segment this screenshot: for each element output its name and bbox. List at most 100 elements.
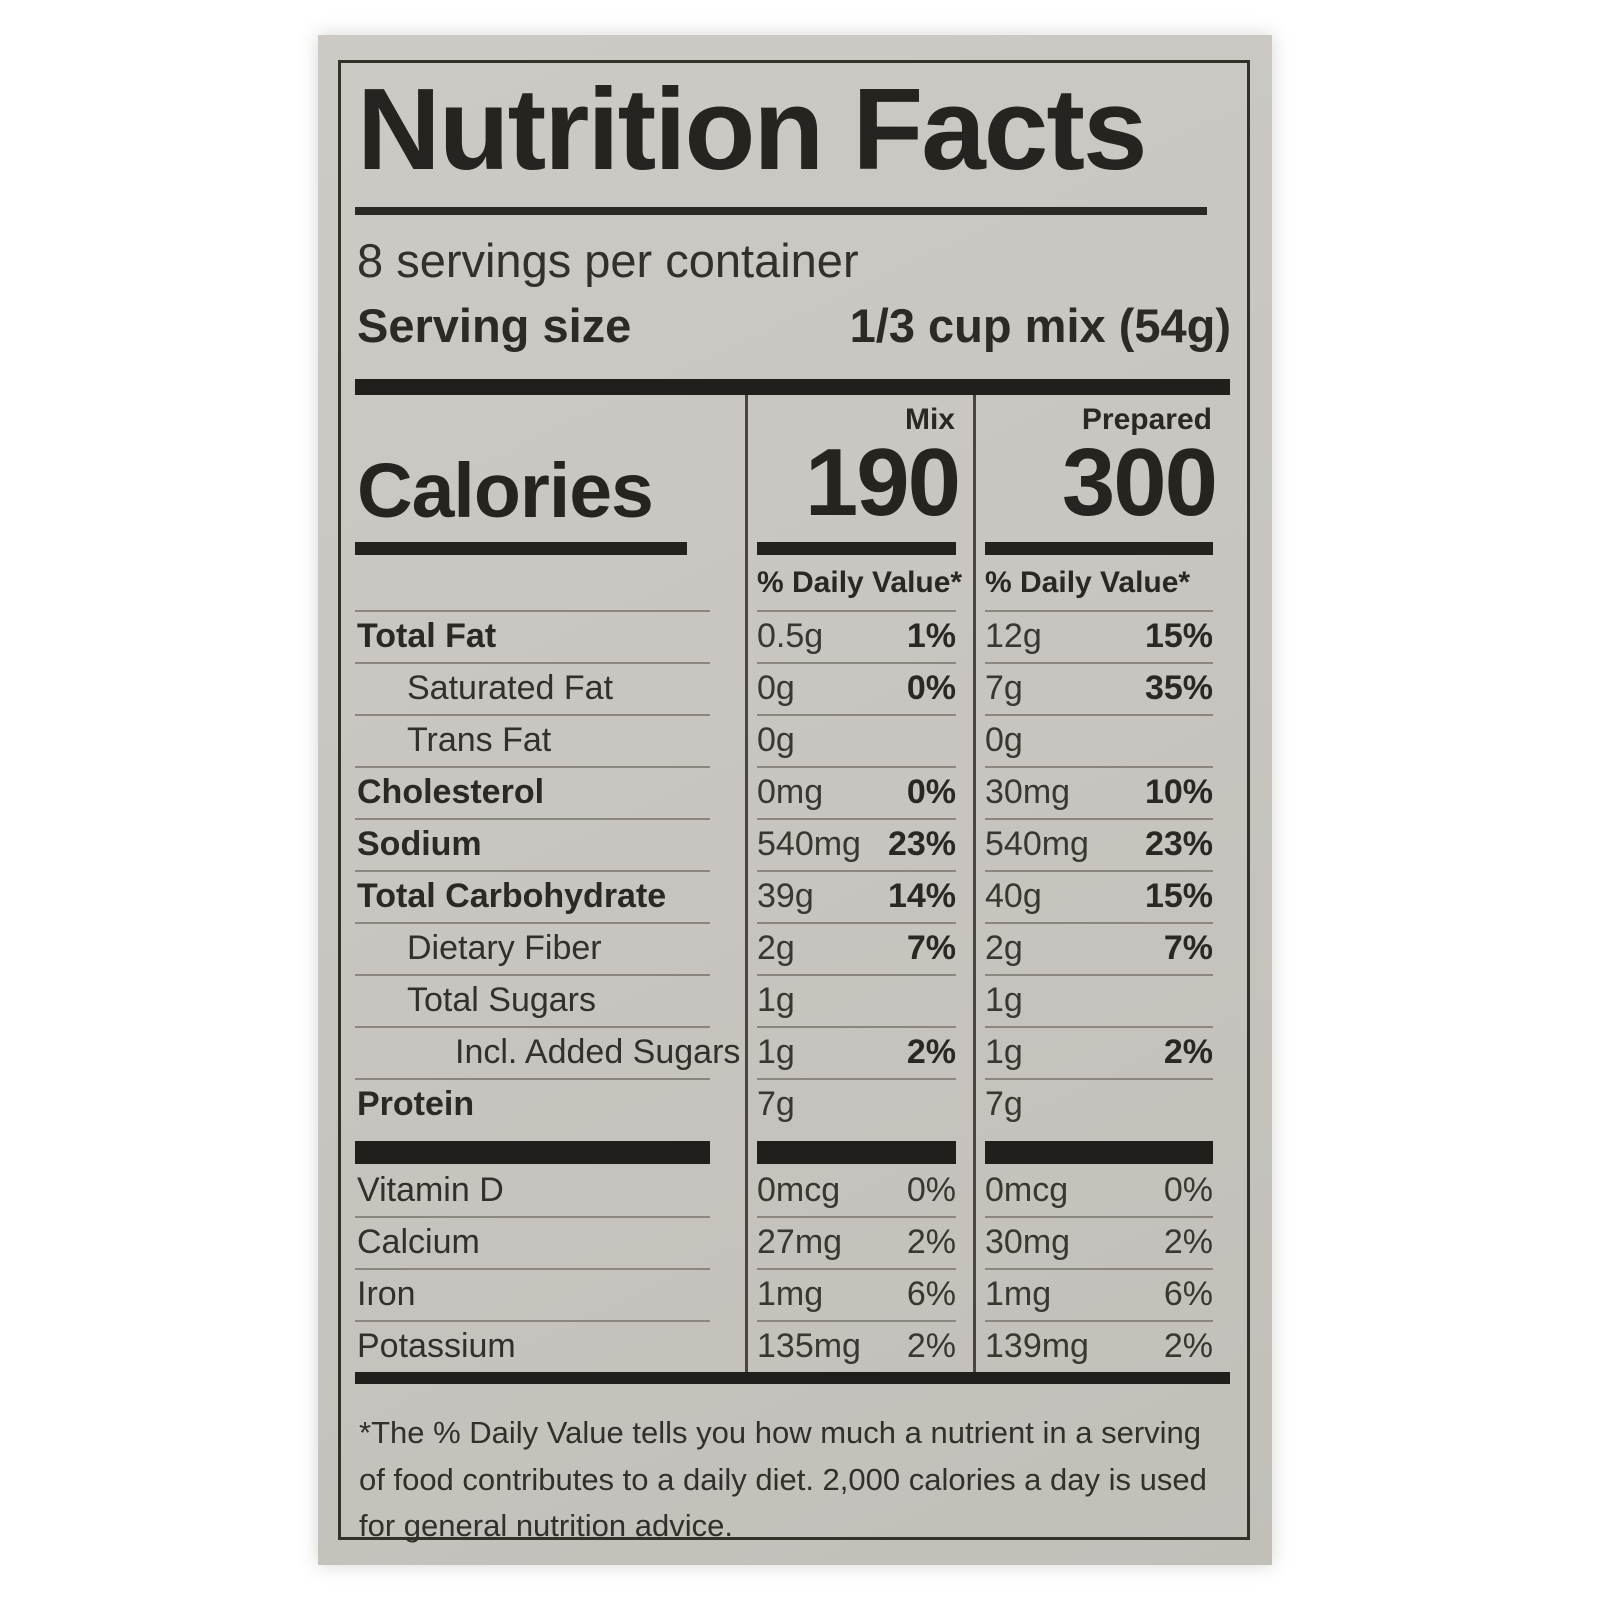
mix-amount: 0g <box>757 720 795 759</box>
prepared-daily-value: 2% <box>1163 1032 1213 1071</box>
prepared-daily-value: 0% <box>1163 1170 1213 1209</box>
prepared-values: 540mg 23% <box>973 818 1230 870</box>
prepared-values: 2g 7% <box>973 922 1230 974</box>
mix-column-header: Mix <box>904 403 955 436</box>
mix-values: 7g <box>745 1078 973 1130</box>
mix-amount: 39g <box>757 876 814 915</box>
prepared-daily-value: 10% <box>1144 772 1213 811</box>
nutrient-name-added-sugars: Incl. Added Sugars <box>355 1026 745 1078</box>
mix-amount: 135mg <box>757 1326 861 1365</box>
prepared-values: 7g 35% <box>973 662 1230 714</box>
prepared-amount: 1mg <box>985 1274 1052 1313</box>
nutrient-name-trans-fat: Trans Fat <box>355 714 745 766</box>
prepared-amount: 30mg <box>985 1222 1071 1261</box>
daily-value-footnote: *The % Daily Value tells you how much a … <box>355 1410 1233 1550</box>
label-title: Nutrition Facts <box>357 64 1147 194</box>
mix-calories-section: Mix 190 <box>745 395 973 555</box>
prepared-daily-value: 35% <box>1144 668 1213 707</box>
nutrient-name-potassium: Potassium <box>355 1320 745 1372</box>
calories-underline <box>355 542 687 555</box>
label-border-frame: Nutrition Facts 8 servings per container… <box>338 60 1250 1543</box>
mix-values: 2g 7% <box>745 922 973 974</box>
mix-daily-value: 2% <box>906 1222 956 1261</box>
prepared-amount: 40g <box>985 876 1042 915</box>
prepared-amount: 12g <box>985 616 1042 655</box>
mix-daily-value-header: % Daily Value* <box>757 565 963 599</box>
spacer-cell <box>355 555 745 610</box>
nutrient-name-total-sugars: Total Sugars <box>355 974 745 1026</box>
prepared-amount: 0g <box>985 720 1023 759</box>
footer-divider-bar <box>355 1372 1230 1384</box>
nutrient-name-cholesterol: Cholesterol <box>355 766 745 818</box>
mix-daily-value: 23% <box>887 824 956 863</box>
serving-size-label: Serving size <box>357 299 632 352</box>
prepared-values: 0g <box>973 714 1230 766</box>
prepared-values: 0mcg 0% <box>973 1164 1230 1216</box>
footnote-line: for general nutrition advice. <box>359 1508 733 1543</box>
mix-values: 1g 2% <box>745 1026 973 1078</box>
mix-amount: 1g <box>757 980 795 1019</box>
mix-daily-value: 2% <box>906 1032 956 1071</box>
serving-size-row: Serving size 1/3 cup mix (54g) <box>355 298 1233 353</box>
prepared-values: 30mg 10% <box>973 766 1230 818</box>
servings-per-container: 8 servings per container <box>357 234 859 287</box>
mix-daily-value: 6% <box>906 1274 956 1313</box>
prepared-amount: 30mg <box>985 772 1071 811</box>
section-divider-bar <box>355 379 1230 395</box>
prepared-values: 1g <box>973 974 1230 1026</box>
nutrient-name-vitamin-d: Vitamin D <box>357 1170 504 1209</box>
mix-daily-value: 0% <box>906 1170 956 1209</box>
prepared-daily-value: 6% <box>1163 1274 1213 1313</box>
mix-values: 0mg 0% <box>745 766 973 818</box>
mix-amount: 0g <box>757 668 795 707</box>
nutrient-name-sodium: Sodium <box>355 818 745 870</box>
mix-amount: 27mg <box>757 1222 843 1261</box>
mix-values: 39g 14% <box>745 870 973 922</box>
prepared-calories-value: 300 <box>1061 429 1218 536</box>
nutrition-table: Calories Mix 190 Prepared 300 % Daily Va… <box>355 395 1230 1384</box>
prepared-amount: 7g <box>985 1084 1023 1123</box>
prepared-amount: 139mg <box>985 1326 1089 1365</box>
mix-amount: 1mg <box>757 1274 824 1313</box>
mix-daily-value: 14% <box>887 876 956 915</box>
nutrient-name-iron: Iron <box>355 1268 745 1320</box>
mix-calories-value: 190 <box>804 429 961 536</box>
prepared-calories-section: Prepared 300 <box>973 395 1230 555</box>
prepared-daily-value: 15% <box>1144 876 1213 915</box>
mix-values: 540mg 23% <box>745 818 973 870</box>
prepared-amount: 2g <box>985 928 1023 967</box>
mix-values: 0g 0% <box>745 662 973 714</box>
mix-amount: 1g <box>757 1032 795 1071</box>
footnote-line: *The % Daily Value tells you how much a … <box>359 1415 1202 1450</box>
mix-values: 1g <box>745 974 973 1026</box>
mix-values: 0.5g 1% <box>745 610 973 662</box>
mix-values: 0mcg 0% <box>745 1164 973 1216</box>
prepared-values: 1g 2% <box>973 1026 1230 1078</box>
mix-values: 135mg 2% <box>745 1320 973 1372</box>
prepared-daily-value: 7% <box>1163 928 1213 967</box>
mix-amount: 0mg <box>757 772 824 811</box>
prepared-daily-value: 2% <box>1163 1326 1213 1365</box>
footnote-line: of food contributes to a daily diet. 2,0… <box>359 1461 1207 1497</box>
micronutrient-divider-bar <box>973 1130 1230 1164</box>
nutrient-name-saturated-fat: Saturated Fat <box>355 662 745 714</box>
mix-daily-value: 2% <box>906 1326 956 1365</box>
calories-label: Calories <box>357 448 654 534</box>
micronutrient-divider-bar <box>745 1130 973 1164</box>
prepared-values: 30mg 2% <box>973 1216 1230 1268</box>
nutrient-name-total-fat: Total Fat <box>355 610 745 662</box>
calories-section: Calories <box>355 395 745 555</box>
nutrient-name-calcium: Calcium <box>355 1216 745 1268</box>
prepared-daily-value: 15% <box>1144 616 1213 655</box>
prepared-values: 7g <box>973 1078 1230 1130</box>
serving-size-value: 1/3 cup mix (54g) <box>849 299 1231 352</box>
mix-values: 1mg 6% <box>745 1268 973 1320</box>
prepared-daily-value: 23% <box>1144 824 1213 863</box>
mix-daily-value: 7% <box>906 928 956 967</box>
prepared-values: 139mg 2% <box>973 1320 1230 1372</box>
calories-underline <box>757 542 956 555</box>
prepared-values: 40g 15% <box>973 870 1230 922</box>
prepared-amount: 1g <box>985 980 1023 1019</box>
mix-amount: 0.5g <box>757 616 824 655</box>
prepared-values: 12g 15% <box>973 610 1230 662</box>
